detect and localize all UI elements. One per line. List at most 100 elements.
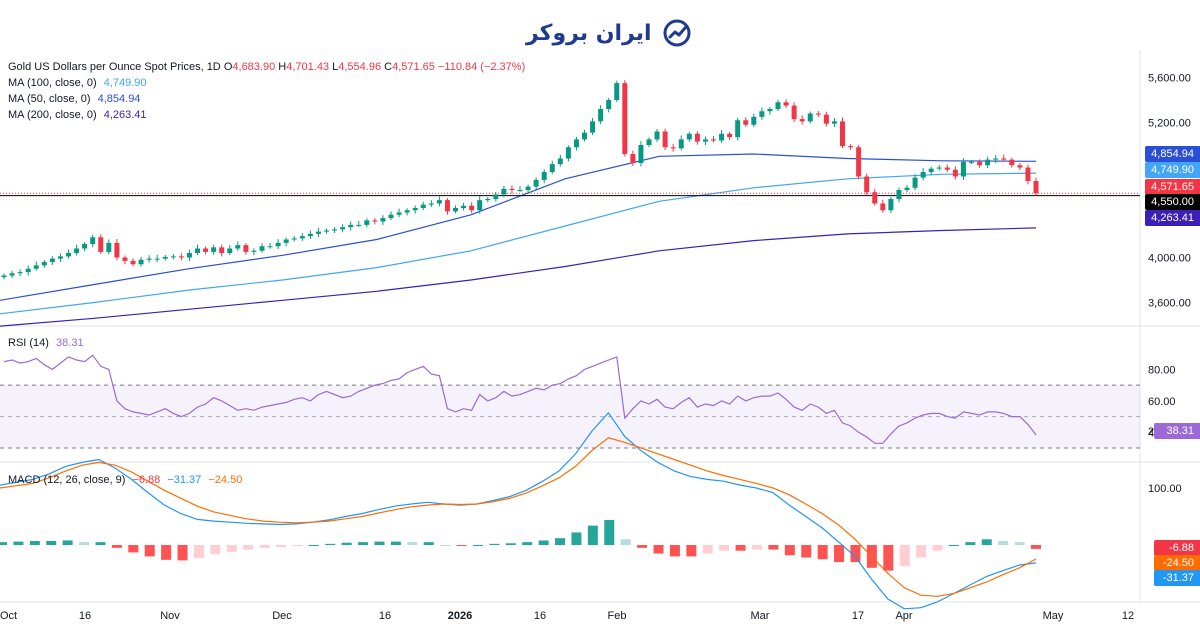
candle-body [9,273,15,276]
candle-body [396,212,402,215]
candle-body [872,192,878,204]
ma200-price-tag: 4,263.41 [1145,210,1200,226]
candle-body [195,248,200,253]
candle-body [420,204,426,208]
ma50-value: 4,854.94 [97,93,141,105]
brand-logo[interactable]: ایران بروکر [526,18,692,48]
signal-line [0,437,1037,597]
candle-body [162,256,168,259]
macd-histogram-bar [308,545,319,546]
candle-body [122,257,128,261]
candle-body [509,188,515,190]
symbol-title[interactable]: Gold US Dollars per Ounce Spot Prices, 1… [8,61,221,73]
candle-body [549,164,555,172]
ma200-label: MA (200, close, 0) [8,109,97,121]
macd-histogram-bar [111,545,122,548]
brand-name: ایران بروکر [526,20,652,46]
candle-body [719,133,725,141]
candle-body [404,210,410,213]
candle-body [243,245,249,252]
candle-body [170,256,176,258]
ma50-price-tag: 4,854.94 [1145,146,1200,162]
candle-body [356,224,362,226]
candle-body [17,272,23,274]
candle-body [235,245,241,249]
candle-body [211,247,217,252]
candle-body [791,105,797,120]
macd-histogram-bar [226,545,237,552]
candle-body [783,102,789,106]
macd-histogram-bar [423,542,434,545]
macd-histogram-bar [325,543,336,545]
candle-body [1025,167,1031,181]
candle-body [775,102,781,109]
macd-histogram-bar [243,545,254,550]
candle-body [614,83,620,100]
candle-body [412,208,418,211]
candle-body [1033,181,1039,194]
macd-histogram-bar [916,545,927,558]
x-axis-label: 17 [852,610,864,622]
candle-body [299,236,305,239]
rsi-legend[interactable]: RSI (14) 38.31 [8,335,84,351]
ma50-legend[interactable]: MA (50, close, 0) 4,854.94 [8,91,140,107]
x-axis-label: 16 [534,610,546,622]
candle-body [670,147,676,149]
macd-histogram-bar [998,541,1009,545]
macd-legend[interactable]: MACD (12, 26, close, 9) −6.88 −31.37 −24… [8,472,242,488]
candle-body [307,233,313,237]
candle-body [936,167,942,169]
ma100-value: 4,749.90 [103,77,147,89]
candle-body [727,133,733,138]
macd-histogram-bar [161,545,172,560]
candle-body [186,253,192,258]
candle-body [735,120,741,138]
ma100-legend[interactable]: MA (100, close, 0) 4,749.90 [8,75,147,91]
macd-histogram-bar [834,545,845,563]
macd-line-tag: -31.37 [1154,570,1200,586]
candle-body [598,109,604,122]
macd-histogram-bar [948,545,959,546]
candle-body [928,168,934,172]
candle-body [896,190,902,199]
macd-label: MACD (12, 26, close, 9) [8,474,126,486]
ohlc-close: C4,571.65 [384,61,435,73]
candle-body [436,200,442,204]
macd-histogram-bar [620,539,631,545]
candle-body [831,121,837,124]
macd-histogram-bar [177,545,188,561]
macd-y-tick: 100.00 [1148,483,1182,495]
candle-body [743,120,749,125]
candle-body [82,244,88,249]
x-axis-label: 12 [1122,610,1134,622]
candle-body [219,247,225,253]
candle-body [880,203,886,211]
ohlc-low: L4,554.96 [332,61,382,73]
candle-body [694,133,700,142]
candle-body [275,242,281,247]
macd-histogram-bar [193,545,204,559]
price-y-tick: 5,200.00 [1148,118,1191,130]
candle-body [751,116,757,125]
macd-histogram-bar [128,545,139,553]
ma200-legend[interactable]: MA (200, close, 0) 4,263.41 [8,107,147,123]
macd-histogram-bar [669,545,680,557]
macd-histogram-bar [735,545,746,551]
macd-histogram-bar [144,545,155,557]
candle-body [1009,159,1015,166]
macd-histogram-bar [95,542,106,545]
rsi-value-tag: 38.31 [1154,423,1200,439]
candle-body [590,121,596,133]
candle-body [864,176,870,193]
candle-body [807,113,813,122]
ma200-line [0,227,1037,327]
candle-body [49,258,55,262]
ohlc-change: −110.84 (−2.37%) [437,61,526,73]
macd-histogram-bar [784,545,795,556]
candle-body [477,200,483,211]
candle-body [146,258,152,260]
ohlc-high: H4,701.43 [278,61,330,73]
price-y-tick: 3,600.00 [1148,298,1191,310]
macd-histogram-bar [932,545,943,551]
